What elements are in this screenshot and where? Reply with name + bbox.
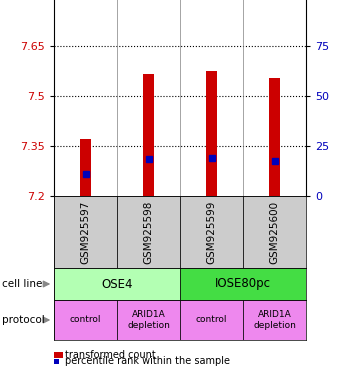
Bar	[243, 196, 306, 268]
Bar	[54, 300, 117, 340]
Bar	[180, 300, 243, 340]
Text: GSM925600: GSM925600	[270, 200, 280, 263]
Bar	[143, 74, 154, 196]
Bar	[80, 139, 91, 196]
Text: cell line: cell line	[2, 279, 42, 289]
Text: GSM925597: GSM925597	[81, 200, 91, 264]
Text: OSE4: OSE4	[102, 278, 133, 291]
Text: ARID1A
depletion: ARID1A depletion	[253, 310, 296, 330]
Text: ARID1A
depletion: ARID1A depletion	[127, 310, 170, 330]
Bar	[180, 268, 306, 300]
Bar	[117, 196, 180, 268]
Text: control: control	[70, 316, 101, 324]
Bar	[243, 300, 306, 340]
Text: percentile rank within the sample: percentile rank within the sample	[65, 356, 230, 366]
Text: GSM925599: GSM925599	[207, 200, 217, 264]
Text: protocol: protocol	[2, 315, 44, 325]
Text: transformed count: transformed count	[65, 350, 155, 360]
Text: IOSE80pc: IOSE80pc	[215, 278, 271, 291]
Bar	[117, 300, 180, 340]
Text: GSM925598: GSM925598	[144, 200, 154, 264]
Bar	[269, 78, 280, 196]
Bar	[54, 353, 63, 358]
Bar	[54, 196, 117, 268]
Bar	[54, 359, 60, 364]
Bar	[180, 196, 243, 268]
Bar	[206, 71, 217, 196]
Text: control: control	[196, 316, 228, 324]
Bar	[54, 268, 180, 300]
